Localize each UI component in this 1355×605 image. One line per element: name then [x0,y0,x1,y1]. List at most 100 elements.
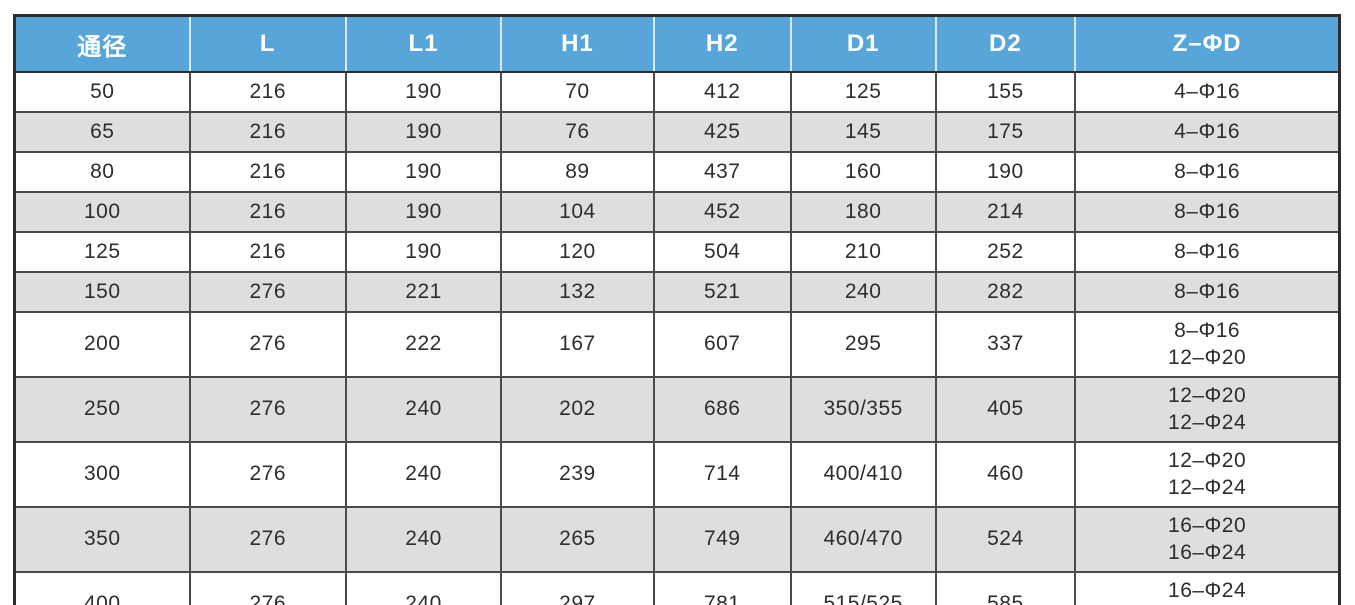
column-header-h2: H2 [653,15,792,73]
cell-d1: 240 [789,271,937,313]
column-header-l1: L1 [345,15,503,73]
cell-h2: 714 [652,441,792,508]
cell-d1: 160 [789,151,937,193]
cell-l: 216 [188,111,347,153]
cell-l: 276 [188,311,347,378]
cell-d2: 460 [934,441,1077,508]
cell-dn: 400 [13,571,191,605]
cell-h1: 202 [500,376,655,443]
cell-h1: 76 [500,111,655,153]
cell-h2: 437 [652,151,792,193]
cell-d2: 190 [934,151,1077,193]
cell-h1: 104 [500,191,655,233]
table-row: 100 216 190 104 452 180 214 8–Φ16 [13,191,1341,233]
dimension-table-container: 通径 L L1 H1 H2 D1 D2 Z–ΦD 50 216 190 70 412 125 155 4–Φ… [13,14,1341,605]
cell-d2: 175 [934,111,1077,153]
cell-l: 276 [188,441,347,508]
cell-l1: 221 [344,271,503,313]
cell-h2: 452 [652,191,792,233]
cell-l1: 240 [344,441,503,508]
cell-dn: 80 [13,151,191,193]
cell-dn: 350 [13,506,191,573]
cell-zd: 8–Φ16 [1074,231,1341,273]
cell-h2: 412 [652,71,792,113]
cell-h1: 120 [500,231,655,273]
cell-l1: 240 [344,571,503,605]
table-row: 150 276 221 132 521 240 282 8–Φ16 [13,271,1341,313]
cell-l: 216 [188,71,347,113]
cell-d1: 210 [789,231,937,273]
cell-d2: 524 [934,506,1077,573]
cell-l1: 190 [344,71,503,113]
cell-l1: 240 [344,506,503,573]
column-header-d1: D1 [790,15,937,73]
column-header-dn: 通径 [14,15,191,73]
cell-zd: 16–Φ24 16–Φ27 [1074,571,1341,605]
cell-l: 276 [188,506,347,573]
cell-d2: 337 [934,311,1077,378]
cell-h2: 749 [652,506,792,573]
cell-h1: 167 [500,311,655,378]
cell-d1: 145 [789,111,937,153]
table-row: 350 276 240 265 749 460/470 524 16–Φ20 16–Φ24 [13,506,1341,573]
cell-h2: 781 [652,571,792,605]
cell-l: 216 [188,191,347,233]
cell-d1: 460/470 [789,506,937,573]
cell-h1: 239 [500,441,655,508]
cell-l1: 190 [344,231,503,273]
cell-dn: 100 [13,191,191,233]
cell-l1: 222 [344,311,503,378]
cell-h2: 521 [652,271,792,313]
cell-h2: 607 [652,311,792,378]
cell-d2: 405 [934,376,1077,443]
cell-d1: 125 [789,71,937,113]
cell-dn: 65 [13,111,191,153]
table-row: 65 216 190 76 425 145 175 4–Φ16 [13,111,1341,153]
cell-zd: 4–Φ16 [1074,71,1341,113]
cell-l1: 240 [344,376,503,443]
cell-dn: 150 [13,271,191,313]
dimension-table: 通径 L L1 H1 H2 D1 D2 Z–ΦD 50 216 190 70 412 125 155 4–Φ… [13,14,1341,605]
cell-h1: 132 [500,271,655,313]
cell-zd: 12–Φ20 12–Φ24 [1074,376,1341,443]
cell-l: 216 [188,151,347,193]
column-header-d2: D2 [935,15,1077,73]
cell-d1: 350/355 [789,376,937,443]
cell-l: 276 [188,571,347,605]
cell-d2: 214 [934,191,1077,233]
cell-d1: 515/525 [789,571,937,605]
cell-d2: 585 [934,571,1077,605]
cell-d1: 180 [789,191,937,233]
cell-l: 216 [188,231,347,273]
table-row: 80 216 190 89 437 160 190 8–Φ16 [13,151,1341,193]
cell-zd: 8–Φ16 [1074,191,1341,233]
column-header-zd: Z–ΦD [1075,15,1340,73]
column-header-l: L [189,15,347,73]
cell-dn: 200 [13,311,191,378]
cell-l: 276 [188,376,347,443]
cell-dn: 250 [13,376,191,443]
table-row: 50 216 190 70 412 125 155 4–Φ16 [13,71,1341,113]
cell-h1: 265 [500,506,655,573]
cell-l1: 190 [344,151,503,193]
cell-h2: 686 [652,376,792,443]
table-row: 200 276 222 167 607 295 337 8–Φ16 12–Φ20 [13,311,1341,378]
cell-d1: 400/410 [789,441,937,508]
column-header-h1: H1 [501,15,655,73]
cell-zd: 8–Φ16 [1074,151,1341,193]
cell-d2: 155 [934,71,1077,113]
cell-h2: 504 [652,231,792,273]
cell-zd: 8–Φ16 12–Φ20 [1074,311,1341,378]
cell-l1: 190 [344,111,503,153]
cell-zd: 4–Φ16 [1074,111,1341,153]
cell-l: 276 [188,271,347,313]
cell-h2: 425 [652,111,792,153]
header-row: 通径 L L1 H1 H2 D1 D2 Z–ΦD [14,15,1340,73]
cell-d2: 252 [934,231,1077,273]
cell-h1: 297 [500,571,655,605]
cell-l1: 190 [344,191,503,233]
cell-h1: 89 [500,151,655,193]
table-row: 300 276 240 239 714 400/410 460 12–Φ20 12–Φ24 [13,441,1341,508]
